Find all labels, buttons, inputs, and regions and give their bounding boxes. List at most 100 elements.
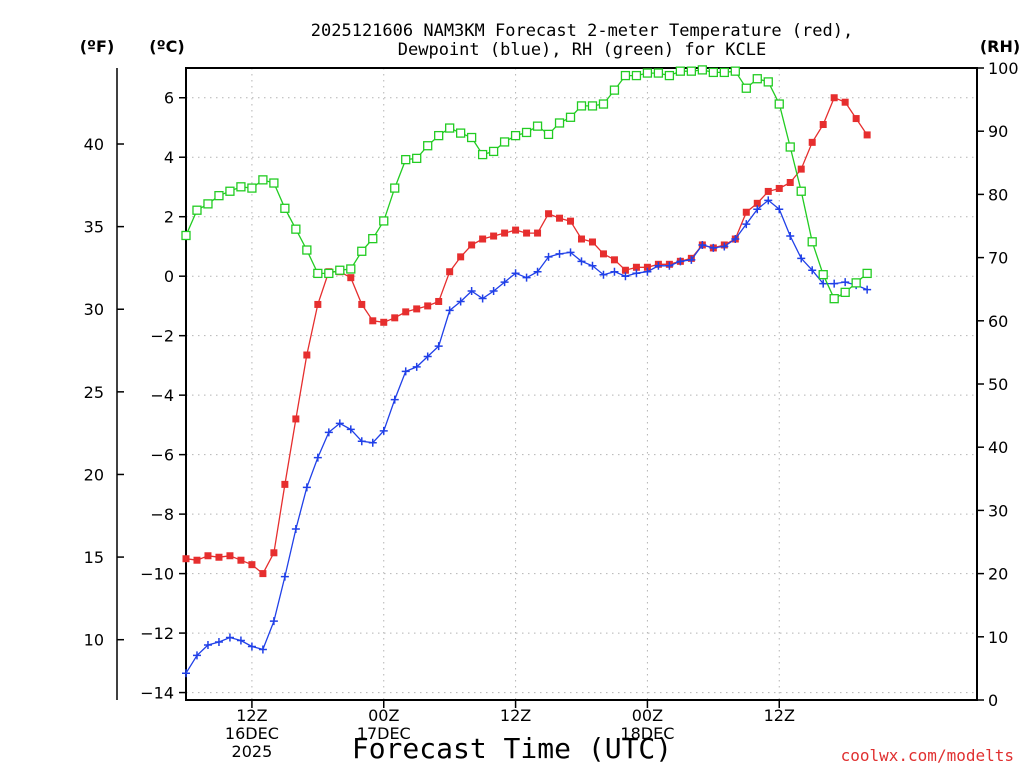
- fahrenheit-tick-label: 30: [84, 300, 104, 319]
- dewpoint-point: [709, 243, 718, 252]
- temperature-point: [237, 556, 245, 564]
- dewpoint-point: [368, 438, 377, 447]
- rh-point: [708, 67, 718, 78]
- dewpoint-point: [214, 638, 223, 647]
- temperature-point: [303, 351, 311, 359]
- rh-point: [368, 233, 378, 244]
- x-tick-label: 2025: [232, 742, 273, 761]
- temperature-point: [292, 415, 300, 423]
- temperature-point: [391, 314, 399, 322]
- rh-point: [521, 127, 532, 138]
- rh-point: [510, 130, 521, 141]
- rh-point: [631, 70, 642, 81]
- temperature-point: [643, 263, 651, 271]
- rh-point: [653, 68, 664, 78]
- celsius-tick-label: −4: [150, 386, 174, 405]
- rh-point: [192, 205, 202, 215]
- temperature-point: [523, 229, 531, 237]
- rh-point: [719, 67, 729, 78]
- rh-point: [543, 129, 554, 140]
- fahrenheit-tick-label: 15: [84, 548, 104, 567]
- rh-tick-label: 90: [988, 122, 1008, 141]
- temperature-point: [259, 570, 267, 578]
- celsius-tick-label: −12: [140, 624, 174, 643]
- temperature-point: [786, 179, 794, 187]
- dewpoint-point: [863, 285, 872, 294]
- dewpoint-point: [687, 255, 696, 264]
- rh-point: [807, 237, 817, 247]
- rh-point: [302, 245, 312, 255]
- rh-tick-label: 50: [988, 375, 1008, 394]
- dewpoint-point: [225, 633, 234, 642]
- temperature-point: [808, 138, 816, 146]
- temperature-point: [610, 256, 618, 264]
- x-tick-label: 00Z: [632, 706, 663, 725]
- rh-point: [818, 270, 828, 280]
- rh-point: [236, 182, 246, 192]
- x-tick-label: 12Z: [764, 706, 795, 725]
- rh-point: [214, 191, 224, 201]
- dewpoint-point: [775, 205, 784, 214]
- x-tick-label: 12Z: [500, 706, 531, 725]
- rh-point: [587, 101, 598, 111]
- rh-point: [774, 99, 784, 109]
- dewpoint-point: [764, 196, 773, 205]
- rh-tick-label: 80: [988, 185, 1008, 204]
- dewpoint-point: [511, 269, 520, 278]
- temperature-point: [556, 214, 564, 222]
- rh-point: [181, 230, 191, 241]
- dewpoint-point: [522, 273, 531, 282]
- temperature-point: [830, 94, 838, 102]
- dewpoint-point: [786, 232, 795, 241]
- dewpoint-point: [610, 267, 619, 276]
- rh-point: [445, 123, 455, 133]
- temperature-point: [402, 308, 410, 316]
- dewpoint-point: [456, 297, 465, 306]
- rh-point: [763, 77, 773, 87]
- rh-point: [796, 186, 806, 196]
- dewpoint-point: [335, 419, 344, 428]
- dewpoint-point: [753, 205, 762, 214]
- credit-text[interactable]: coolwx.com/modelts: [841, 746, 1014, 765]
- temperature-point: [578, 235, 585, 243]
- dewpoint-point: [357, 437, 366, 446]
- plot-frame: [185, 67, 978, 701]
- rh-point: [412, 153, 422, 164]
- rh-point: [335, 265, 345, 275]
- temperature-point: [753, 199, 761, 207]
- rh-point: [225, 186, 235, 196]
- rh-point: [554, 118, 565, 128]
- celsius-tick-label: −2: [150, 327, 174, 346]
- temperature-point: [380, 318, 388, 326]
- rh-point: [324, 268, 334, 279]
- temperature-point: [632, 263, 640, 271]
- dewpoint-point: [544, 252, 553, 261]
- rh-point: [532, 121, 543, 131]
- temperature-point: [621, 266, 629, 274]
- dewpoint-point: [742, 220, 751, 229]
- rh-point: [741, 83, 751, 93]
- dewpoint-point: [819, 279, 828, 288]
- dewpoint-point: [324, 428, 333, 437]
- dewpoint-point: [698, 240, 707, 249]
- temperature-point: [534, 229, 542, 237]
- rh-point: [357, 246, 367, 256]
- fahrenheit-tick-label: 20: [84, 465, 104, 484]
- temperature-point: [501, 229, 509, 237]
- temperature-point: [742, 208, 750, 216]
- x-tick-label: 18DEC: [620, 724, 674, 743]
- rh-point: [247, 183, 257, 193]
- dewpoint-point: [182, 669, 190, 678]
- temperature-point: [424, 302, 432, 310]
- fahrenheit-tick-label: 25: [84, 383, 104, 402]
- rh-tick-label: 40: [988, 438, 1008, 457]
- dewpoint-point: [676, 257, 685, 266]
- dewpoint-point: [797, 254, 806, 263]
- temperature-point: [270, 549, 278, 557]
- temperature-point: [435, 297, 443, 305]
- dewpoint-point: [203, 640, 212, 649]
- dewpoint-point: [379, 426, 388, 435]
- dewpoint-point: [599, 270, 608, 279]
- celsius-tick-label: 0: [164, 267, 174, 286]
- rh-point: [785, 142, 795, 152]
